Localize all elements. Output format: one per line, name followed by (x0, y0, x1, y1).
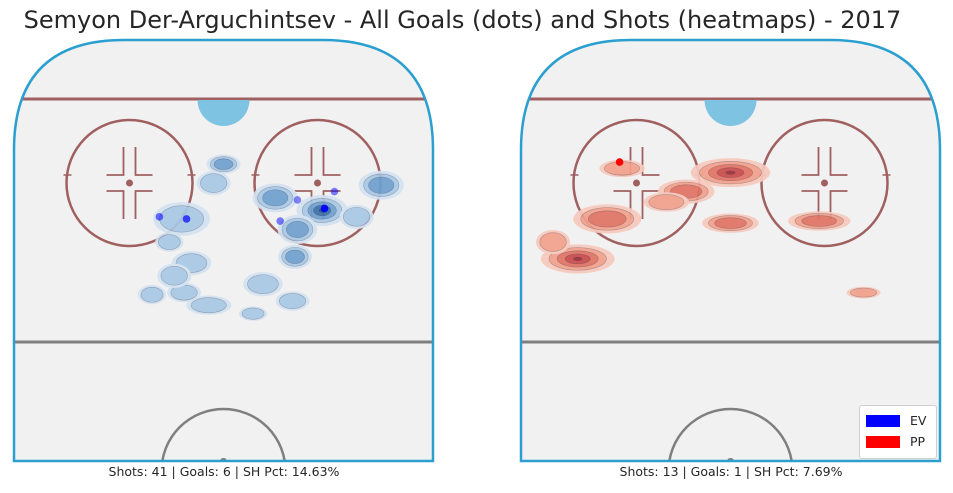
center-circle (160, 407, 287, 461)
heat-contour-9-2 (368, 176, 395, 194)
rink-boards (12, 38, 435, 463)
heat-contour-13-1 (140, 286, 164, 303)
faceoff-hash (829, 190, 848, 219)
heat-contour-16-1 (157, 234, 181, 250)
heatmap-layer (137, 154, 404, 321)
faceoff-hash (801, 190, 820, 219)
faceoff-hash (134, 190, 153, 219)
legend-label-pp: PP (910, 434, 926, 449)
legend: EV PP (859, 405, 937, 459)
rink-markings (14, 97, 433, 461)
goal-point-1 (276, 217, 284, 225)
faceoff-hash (641, 147, 660, 176)
faceoff-hash (106, 190, 125, 219)
heat-contour-7-1 (850, 287, 878, 298)
heat-contour-6-1 (247, 274, 279, 294)
heat-contour-9-1 (648, 194, 685, 210)
faceoff-circle-right (760, 118, 889, 248)
heat-contour-12-1 (160, 266, 188, 286)
ev-rink-panel (12, 38, 435, 463)
heat-contour-14-1 (241, 307, 265, 320)
faceoff-hash (322, 147, 341, 176)
faceoff-hash (106, 147, 125, 176)
pp-rink-panel (519, 38, 942, 463)
heat-contour-4-2 (213, 158, 234, 170)
faceoff-dot-left (126, 179, 133, 187)
faceoff-dot-left (633, 179, 640, 187)
heat-contour-5-2 (714, 217, 747, 229)
rink-ice (521, 40, 940, 461)
rink-ice (14, 40, 433, 461)
heatmap-layer (536, 158, 881, 299)
center-circle (667, 407, 794, 461)
faceoff-hash (134, 147, 153, 176)
faceoff-dot-right (314, 179, 321, 187)
rink-markings (521, 97, 940, 461)
goal-crease (704, 100, 757, 127)
heat-contour-17-1 (200, 173, 228, 193)
goal-point-0 (615, 158, 624, 166)
heat-contour-1-2 (262, 189, 289, 207)
goal-point-2 (155, 213, 164, 221)
heat-contour-1-2 (587, 210, 627, 228)
heat-contour-0-4 (572, 256, 583, 261)
faceoff-hash (294, 147, 313, 176)
legend-swatch-ev (866, 415, 900, 427)
rink-boards (519, 38, 942, 463)
heat-contour-3-2 (285, 249, 305, 264)
faceoff-hash (801, 147, 820, 176)
legend-label-ev: EV (910, 413, 927, 428)
faceoff-hash (641, 190, 660, 219)
faceoff-dot-right (821, 179, 828, 187)
legend-swatch-pp (866, 436, 900, 448)
chart-title: Semyon Der-Arguchintsev - All Goals (dot… (23, 6, 902, 34)
heat-contour-7-1 (190, 297, 227, 314)
ev-panel-caption: Shots: 41 | Goals: 6 | SH Pct: 14.63% (108, 464, 340, 479)
pp-panel-caption: Shots: 13 | Goals: 1 | SH Pct: 7.69% (619, 464, 843, 479)
goal-point-4 (293, 196, 302, 204)
goal-crease (197, 100, 250, 127)
heat-contour-15-1 (278, 293, 307, 309)
heat-contour-5-1 (159, 205, 205, 233)
heat-contour-8-1 (539, 232, 567, 252)
goal-point-0 (320, 204, 329, 213)
goal-point-3 (182, 215, 191, 223)
heat-contour-10-1 (343, 207, 371, 227)
faceoff-hash (829, 147, 848, 176)
heat-contour-2-2 (286, 221, 309, 238)
heat-contour-6-2 (801, 215, 837, 227)
heat-contour-2-4 (725, 170, 736, 175)
goal-point-5 (330, 187, 339, 196)
faceoff-circle-left (65, 118, 194, 248)
